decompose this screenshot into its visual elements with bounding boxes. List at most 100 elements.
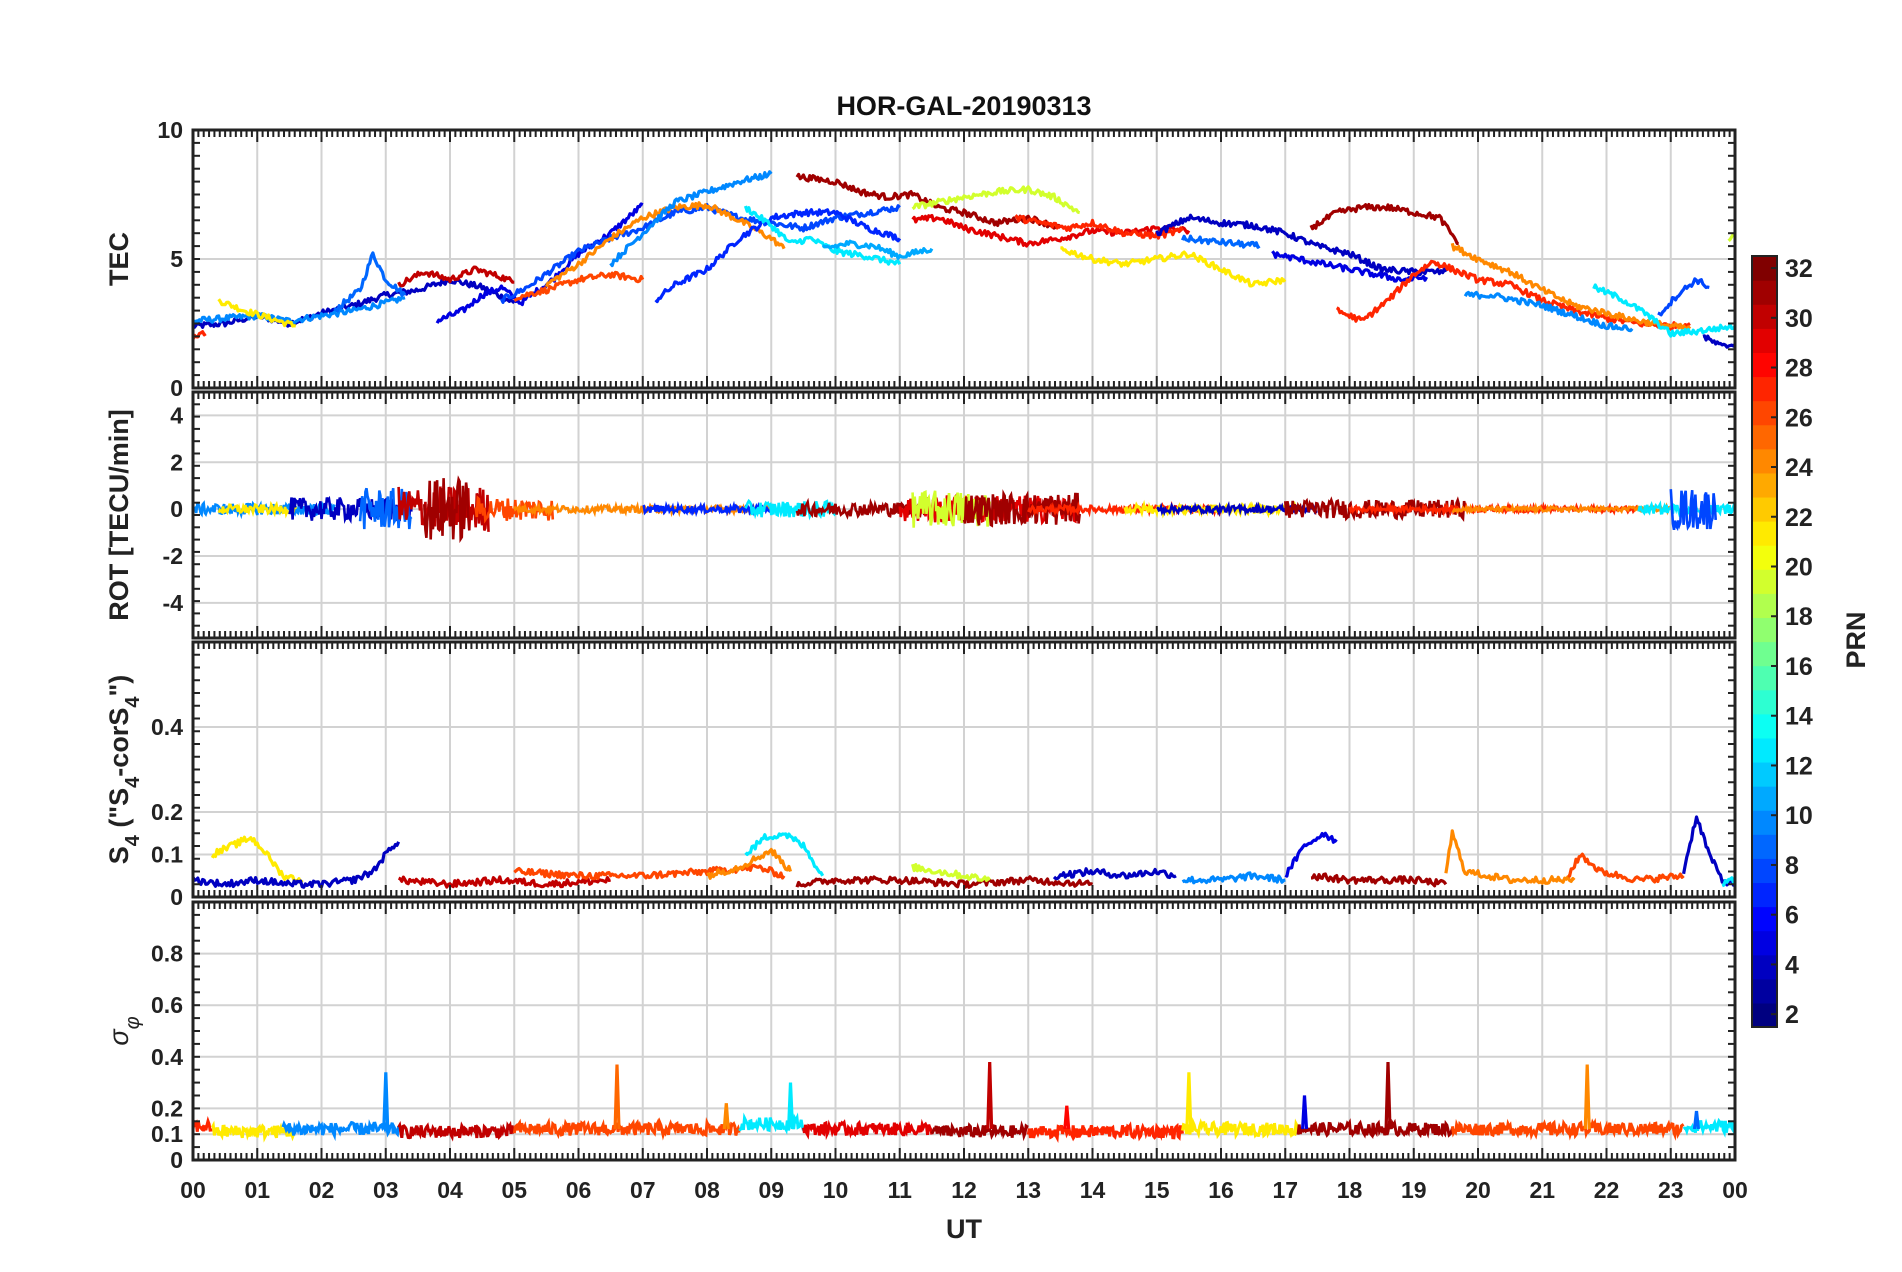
colorbar-tick-label: 26 (1785, 404, 1813, 432)
colorbar-segment (1752, 834, 1777, 859)
x-tick-label: 08 (694, 1177, 720, 1203)
sigma-spike-prn-24 (722, 1103, 730, 1130)
y-tick-label: 0.4 (151, 714, 183, 740)
series-line-prn-24 (706, 847, 793, 880)
x-tick-label: 12 (951, 1177, 977, 1203)
colorbar-tick-label: 4 (1785, 951, 1799, 979)
series-line-prn-9 (193, 295, 406, 325)
series-line-prn-31 (1309, 202, 1459, 246)
y-tick-label: 0.2 (151, 1095, 183, 1121)
y-tick-label: 0.8 (151, 941, 183, 967)
y-tick-label: 0.1 (151, 842, 183, 868)
colorbar-segment (1752, 424, 1777, 450)
colorbar-tick-label: 10 (1785, 802, 1813, 830)
panel-frame (191, 390, 1737, 640)
series-line-prn-9 (609, 170, 773, 268)
colorbar-segment (1752, 737, 1777, 763)
x-tick-label: 03 (373, 1177, 399, 1203)
y-tick-label: 4 (170, 402, 183, 428)
x-tick-label: 18 (1337, 1177, 1363, 1203)
series-line-prn-31 (795, 875, 1094, 889)
colorbar-segment (1752, 713, 1777, 739)
sigma-spike-prn-28 (1063, 1105, 1071, 1130)
data-s4 (193, 815, 1735, 889)
sigma-trace-prn-27 (1026, 1121, 1184, 1143)
colorbar-segment (1752, 448, 1777, 474)
colorbar-tick-label: 24 (1785, 454, 1813, 482)
x-tick-label: 02 (309, 1177, 335, 1203)
y-tick-label: -4 (163, 590, 184, 616)
colorbar-segment (1752, 280, 1777, 305)
x-tick-label: 16 (1208, 1177, 1234, 1203)
y-tick-label: 0.2 (151, 799, 183, 825)
colorbar-segment (1752, 569, 1777, 594)
colorbar-segment (1752, 400, 1777, 426)
sigma-trace-prn-9 (281, 1119, 401, 1142)
rot-trace-prn-3 (288, 495, 413, 525)
series-line-prn-6 (654, 208, 902, 304)
rot-trace-prn-26 (474, 495, 555, 524)
rot-trace-prn-24 (1451, 502, 1672, 516)
colorbar-tick-label: 18 (1785, 603, 1813, 631)
series-line-prn-19 (911, 185, 1081, 215)
series-line-prn-31 (1310, 872, 1448, 888)
sigma-trace-prn-26 (1450, 1117, 1685, 1141)
x-tick-label: 15 (1144, 1177, 1170, 1203)
x-tick-label: 23 (1658, 1177, 1684, 1203)
rot-trace-prn-3 (1156, 501, 1318, 518)
colorbar-segment (1752, 978, 1777, 1004)
series-line-prn-21 (210, 835, 304, 885)
x-tick-label: 07 (630, 1177, 656, 1203)
sigma-spike-prn-12 (787, 1082, 795, 1130)
panel-frame (191, 640, 1737, 899)
series-line-prn-12 (744, 832, 825, 877)
x-tick-label: 14 (1080, 1177, 1106, 1203)
series-line-prn-3 (193, 841, 401, 889)
series-line-prn-30 (397, 875, 611, 889)
series-line-prn-9 (1463, 290, 1634, 333)
series-line-prn-10 (821, 239, 934, 260)
colorbar-segment (1752, 665, 1777, 691)
y-tick-label: 0 (170, 1147, 183, 1173)
series-line-prn-7 (499, 203, 901, 304)
panel-tec: 0 5 10 TEC (104, 117, 1737, 401)
y-tick-label: 10 (157, 117, 183, 143)
rot-trace-prn-12 (744, 498, 837, 521)
x-tick-label: 17 (1272, 1177, 1298, 1203)
rot-trace-prn-6 (642, 500, 773, 518)
colorbar-segment (1752, 1002, 1777, 1028)
y-tick-label: 5 (170, 246, 183, 272)
data-tec (193, 170, 1735, 349)
sigma-trace-prn-21 (210, 1120, 297, 1143)
data-sigma_phi (193, 1061, 1735, 1143)
series-line-prn-12 (1721, 876, 1735, 888)
colorbar-segment (1752, 328, 1777, 353)
colorbar-tick-label: 16 (1785, 653, 1813, 681)
series-line-prn-4 (1271, 250, 1429, 283)
y-tick-label: 2 (170, 449, 183, 475)
colorbar-segment (1752, 954, 1777, 980)
x-tick-label: 21 (1529, 1177, 1555, 1203)
y-axis-label-sigma_phi: σφ (104, 1016, 144, 1045)
x-tick-label: 00 (180, 1177, 206, 1203)
series-line-prn-29 (911, 213, 1191, 248)
series-line-prn-8 (1181, 234, 1261, 249)
x-tick-label: 22 (1594, 1177, 1620, 1203)
colorbar-segment (1752, 786, 1777, 811)
x-tick-label: 09 (758, 1177, 784, 1203)
colorbar-segment (1752, 376, 1777, 402)
sigma-spike-prn-4 (1301, 1095, 1309, 1130)
series-line-prn-26 (513, 270, 645, 303)
sigma-spike-prn-21 (1185, 1072, 1193, 1130)
colorbar-tick-label: 20 (1785, 553, 1813, 581)
y-tick-label: 0 (170, 375, 183, 401)
sigma-trace-prn-30 (397, 1120, 515, 1142)
series-line-prn-3 (1155, 213, 1448, 277)
colorbar-segment (1752, 689, 1777, 715)
colorbar-segment (1752, 617, 1777, 643)
sigma-trace-prn-31 (930, 1120, 1029, 1142)
rot-trace-prn-7 (1669, 489, 1717, 532)
colorbar-segment (1752, 930, 1777, 956)
series-line-prn-21 (217, 298, 297, 328)
